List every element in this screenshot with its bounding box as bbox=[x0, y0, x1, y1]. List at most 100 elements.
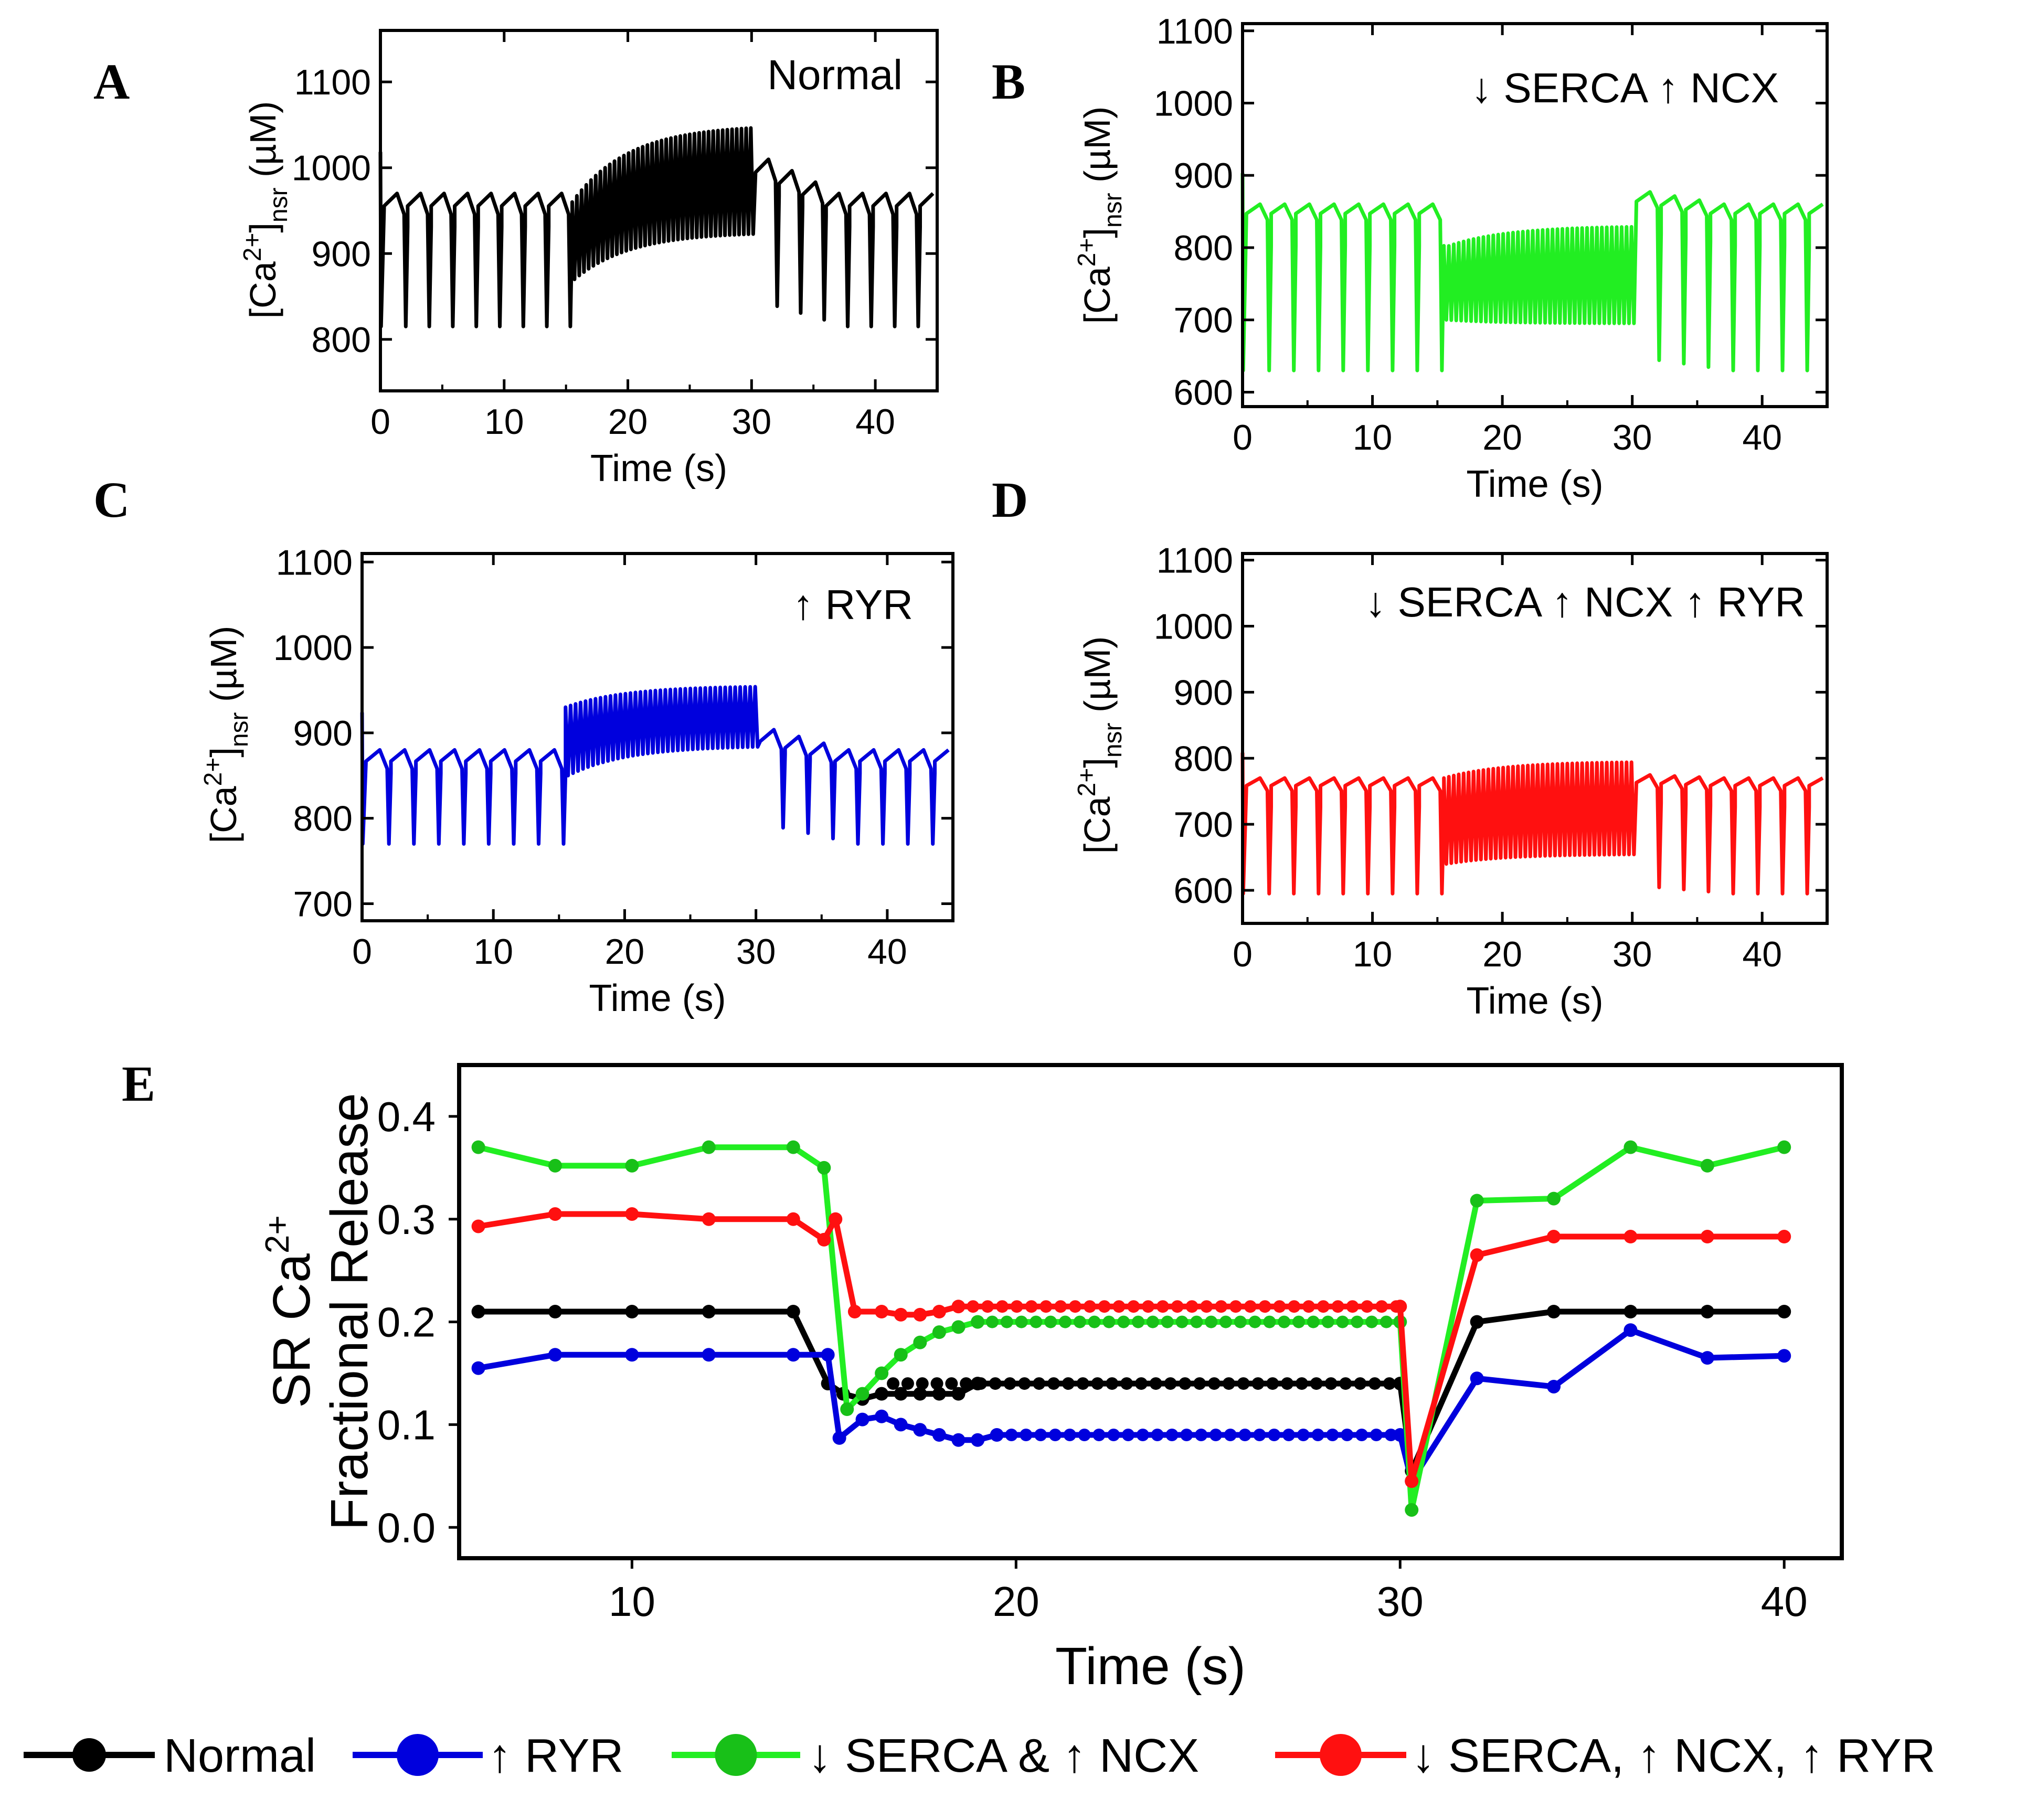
data-point bbox=[1134, 1377, 1148, 1390]
data-point bbox=[1030, 1315, 1043, 1328]
legend-item: ↑ RYR bbox=[353, 1730, 623, 1782]
x-tick-label: 0 bbox=[1233, 418, 1253, 457]
data-point bbox=[840, 1402, 854, 1417]
data-point bbox=[1151, 1429, 1164, 1441]
data-point bbox=[1777, 1140, 1791, 1154]
x-axis-label: Time (s) bbox=[1055, 1637, 1246, 1696]
data-point bbox=[1297, 1429, 1310, 1441]
data-point bbox=[1470, 1371, 1484, 1386]
y-tick-label: 0.1 bbox=[377, 1401, 436, 1448]
data-point bbox=[1117, 1315, 1130, 1328]
trace-line bbox=[1240, 752, 1824, 896]
data-point bbox=[1142, 1300, 1155, 1313]
data-point bbox=[1200, 1300, 1213, 1313]
data-point bbox=[1354, 1377, 1367, 1390]
series-serca_ncx bbox=[471, 1140, 1791, 1517]
data-point bbox=[1258, 1300, 1271, 1313]
data-point bbox=[989, 1377, 1002, 1390]
data-point bbox=[951, 1433, 966, 1447]
y-tick-label: 800 bbox=[1174, 739, 1233, 779]
x-tick-label: 40 bbox=[867, 932, 907, 972]
x-tick-label: 20 bbox=[1482, 418, 1522, 457]
y-tick-label: 800 bbox=[293, 799, 353, 839]
data-point bbox=[1405, 1503, 1419, 1517]
panel-a: 0 10 20 30 40 800 900 1000 1100 Time (s) [Ca2+]nsr… bbox=[93, 29, 939, 489]
data-point bbox=[1470, 1194, 1484, 1208]
data-point bbox=[625, 1158, 639, 1173]
data-point bbox=[951, 1387, 966, 1401]
legend-label: ↓ SERCA, ↑ NCX, ↑ RYR bbox=[1412, 1730, 1936, 1782]
data-point bbox=[1302, 1300, 1315, 1313]
panel-letter: C bbox=[93, 472, 130, 528]
data-point bbox=[1278, 1315, 1291, 1328]
data-point bbox=[951, 1320, 966, 1334]
data-point bbox=[786, 1212, 800, 1226]
data-point bbox=[1393, 1428, 1407, 1442]
x-tick-label: 40 bbox=[855, 402, 895, 442]
legend-marker bbox=[397, 1734, 439, 1776]
data-point bbox=[1208, 1377, 1221, 1390]
plot-frame bbox=[360, 552, 954, 922]
data-point bbox=[1102, 1315, 1116, 1328]
data-point bbox=[971, 1433, 985, 1447]
data-point bbox=[1003, 1377, 1016, 1390]
legend-label: Normal bbox=[164, 1730, 316, 1782]
x-axis-label: Time (s) bbox=[1466, 980, 1603, 1022]
data-point bbox=[1195, 1429, 1208, 1441]
x-tick-label: 20 bbox=[608, 402, 648, 442]
data-point bbox=[1033, 1377, 1046, 1390]
data-point bbox=[990, 1429, 1003, 1441]
y-tick-label: 900 bbox=[312, 234, 371, 274]
x-tick-label: 40 bbox=[1761, 1578, 1808, 1625]
y-tick-label: 1000 bbox=[292, 148, 371, 188]
y-axis-label-part: nsr bbox=[1099, 722, 1127, 758]
condition-label: Normal bbox=[767, 51, 903, 98]
data-point bbox=[945, 1377, 958, 1390]
y-axis-label-part: (µM) bbox=[1077, 107, 1118, 193]
data-point bbox=[1156, 1300, 1169, 1313]
x-tick-label: 40 bbox=[1742, 418, 1782, 457]
data-point bbox=[548, 1158, 562, 1173]
data-point bbox=[1054, 1300, 1067, 1313]
legend-item: Normal bbox=[24, 1730, 316, 1782]
y-tick-label: 700 bbox=[293, 884, 353, 924]
data-point bbox=[1025, 1300, 1038, 1313]
data-point bbox=[786, 1140, 800, 1154]
data-point bbox=[981, 1300, 994, 1313]
x-tick-label: 10 bbox=[1353, 934, 1393, 974]
x-tick-label: 10 bbox=[609, 1578, 655, 1625]
y-axis-label-part: [Ca bbox=[1077, 796, 1118, 854]
legend-marker bbox=[1320, 1734, 1362, 1776]
data-point bbox=[1547, 1305, 1561, 1318]
legend-label: ↑ RYR bbox=[488, 1730, 623, 1782]
data-point bbox=[1288, 1300, 1301, 1313]
data-point bbox=[1091, 1377, 1104, 1390]
data-point bbox=[625, 1207, 639, 1221]
data-point bbox=[932, 1305, 946, 1318]
y-axis-label-part: [Ca bbox=[242, 261, 283, 318]
data-point bbox=[821, 1348, 835, 1362]
y-tick-label: 0.4 bbox=[377, 1093, 436, 1140]
data-point bbox=[974, 1377, 987, 1390]
data-point bbox=[894, 1387, 908, 1401]
x-tick-label: 30 bbox=[732, 402, 772, 442]
data-point bbox=[916, 1377, 929, 1390]
data-point bbox=[1165, 1429, 1179, 1441]
data-point bbox=[1355, 1429, 1368, 1441]
data-point bbox=[1336, 1315, 1349, 1328]
data-point bbox=[1405, 1474, 1419, 1488]
data-point bbox=[1044, 1315, 1057, 1328]
y-axis-label-part: nsr bbox=[265, 187, 293, 222]
y-axis-label-part: nsr bbox=[226, 712, 253, 747]
data-point bbox=[1624, 1230, 1638, 1244]
data-point bbox=[1307, 1315, 1320, 1328]
y-tick-label: 800 bbox=[312, 320, 371, 360]
data-point bbox=[913, 1423, 927, 1437]
data-point bbox=[1222, 1377, 1235, 1390]
data-point bbox=[1341, 1429, 1354, 1441]
data-point bbox=[1146, 1315, 1159, 1328]
data-point bbox=[1624, 1323, 1638, 1337]
data-point bbox=[894, 1418, 908, 1432]
plot-frame bbox=[379, 29, 939, 392]
data-point bbox=[1224, 1429, 1237, 1441]
